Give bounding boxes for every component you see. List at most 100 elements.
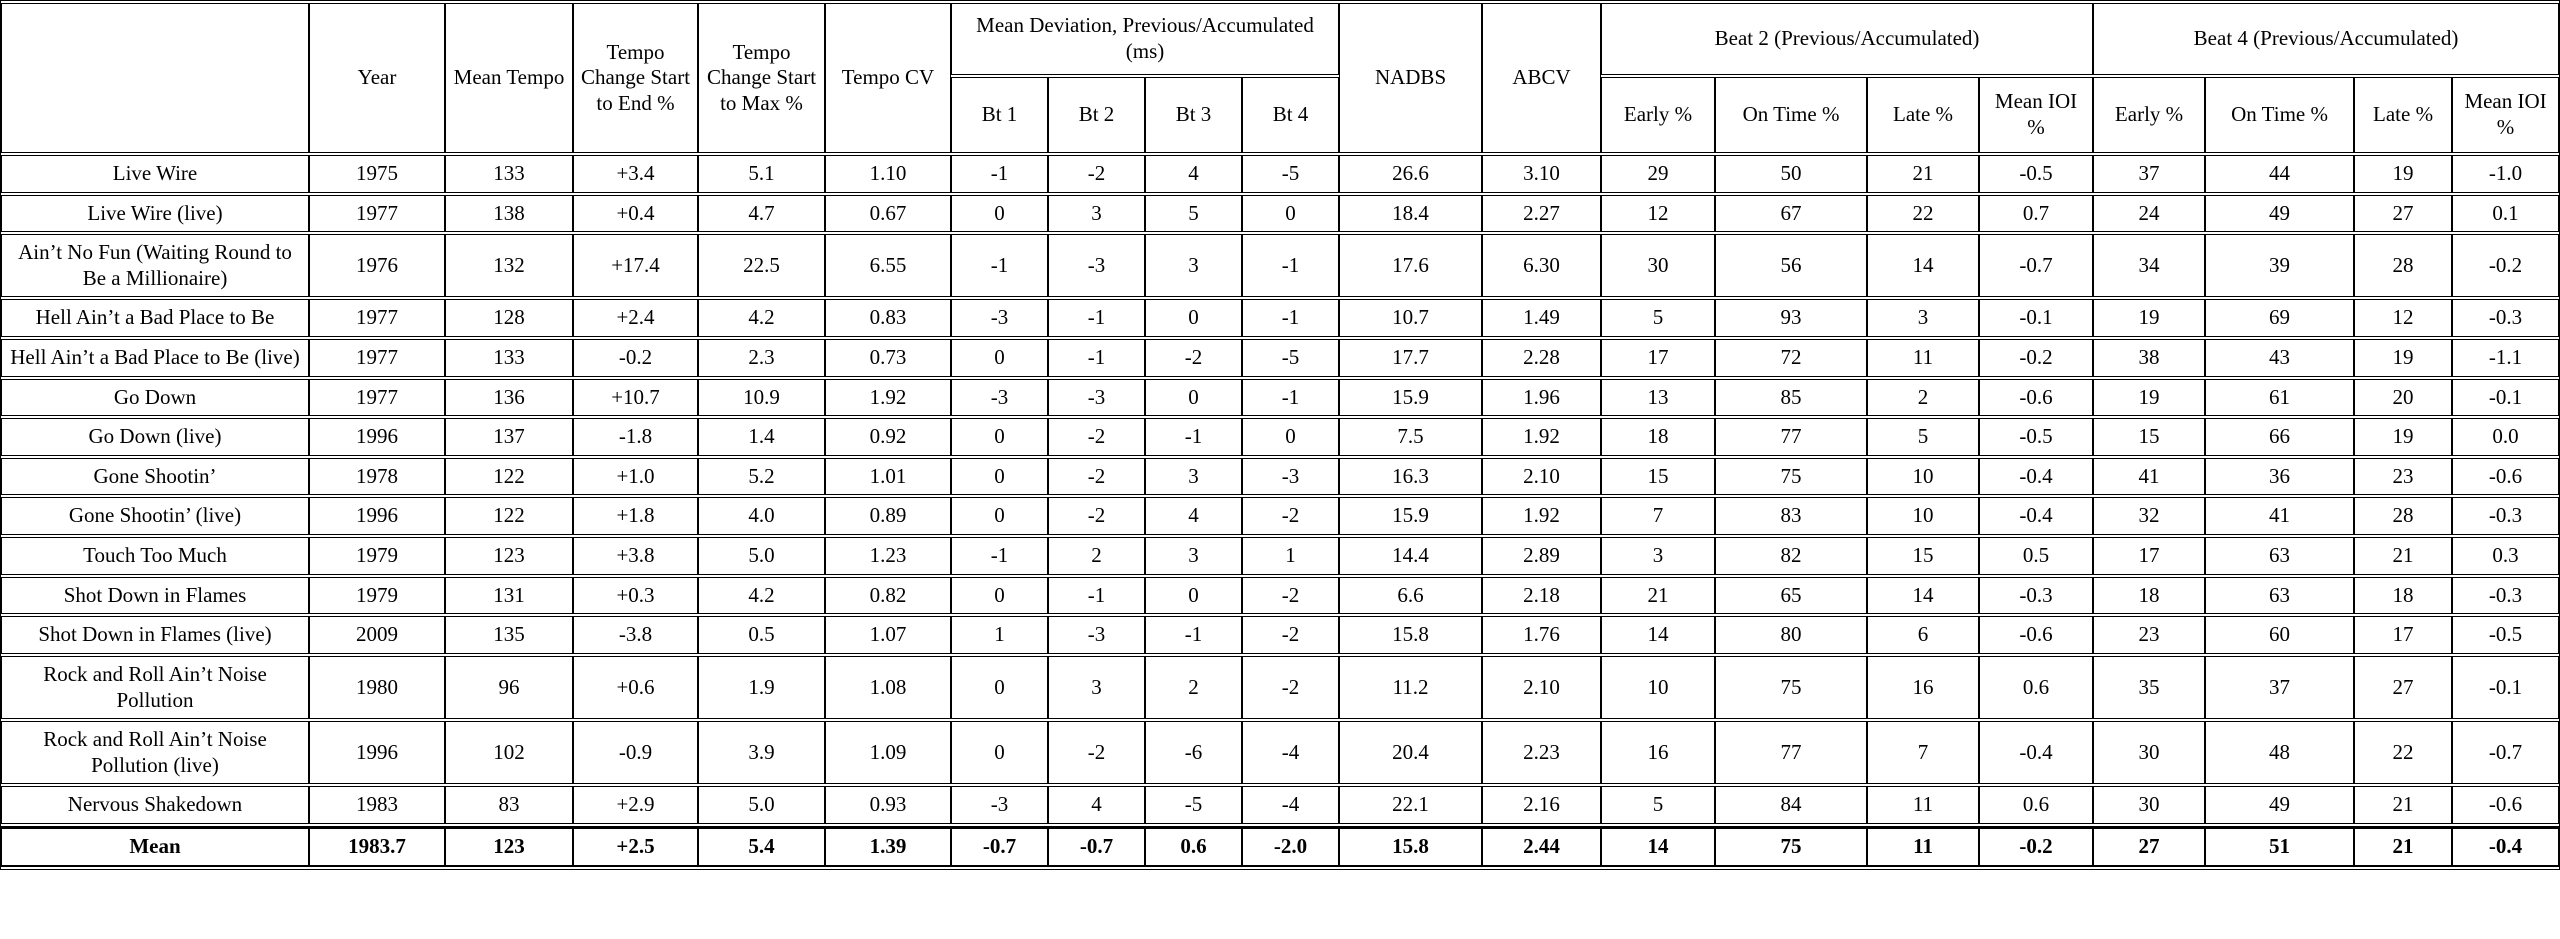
value-cell: 1.96 (1482, 378, 1602, 417)
value-cell: 14 (1601, 616, 1716, 654)
value-cell: 16 (1601, 721, 1716, 785)
value-cell: 0 (951, 194, 1048, 233)
value-cell: 128 (445, 299, 573, 338)
value-cell: -3 (1048, 378, 1145, 417)
value-cell: -1 (951, 155, 1048, 193)
value-cell: 2.28 (1482, 339, 1602, 377)
value-cell: 3 (1048, 655, 1145, 720)
value-cell: 21 (1867, 155, 1980, 193)
value-cell: 2009 (309, 616, 445, 654)
value-cell: 1.01 (825, 457, 951, 496)
value-cell: -0.3 (2452, 299, 2560, 338)
value-cell: -0.3 (2452, 576, 2560, 615)
col-header-beat4-early: Early % (2093, 77, 2206, 153)
col-header-abcv: ABCV (1482, 3, 1602, 153)
value-cell: -2 (1145, 339, 1242, 377)
value-cell: 14 (1867, 576, 1980, 615)
value-cell: 5 (1601, 786, 1716, 824)
value-cell: 84 (1715, 786, 1868, 824)
col-header-bt3: Bt 3 (1145, 77, 1242, 153)
value-cell: 60 (2205, 616, 2355, 654)
value-cell: -1.1 (2452, 339, 2560, 377)
value-cell: 51 (2205, 825, 2355, 867)
value-cell: -1 (1048, 576, 1145, 615)
value-cell: 37 (2205, 655, 2355, 720)
value-cell: 13 (1601, 378, 1716, 417)
value-cell: -1 (1048, 339, 1145, 377)
value-cell: 133 (445, 155, 573, 193)
value-cell: 50 (1715, 155, 1868, 193)
value-cell: 123 (445, 537, 573, 575)
value-cell: -0.5 (1979, 155, 2094, 193)
value-cell: 19 (2354, 418, 2453, 456)
value-cell: 11 (1867, 825, 1980, 867)
song-title-cell: Gone Shootin’ (live) (1, 497, 309, 536)
value-cell: 29 (1601, 155, 1716, 193)
value-cell: 0 (1145, 299, 1242, 338)
value-cell: -2 (1048, 457, 1145, 496)
value-cell: 3 (1145, 234, 1242, 298)
table-row: Gone Shootin’ 1978 122 +1.0 5.2 1.01 0 -2 3 -3 16.… (1, 457, 2560, 496)
value-cell: -0.6 (2452, 786, 2560, 824)
value-cell: 19 (2093, 378, 2206, 417)
value-cell: +1.8 (573, 497, 698, 536)
value-cell: -0.4 (1979, 457, 2094, 496)
value-cell: 27 (2093, 825, 2206, 867)
value-cell: 65 (1715, 576, 1868, 615)
value-cell: 14 (1601, 825, 1716, 867)
col-header-beat2-early: Early % (1601, 77, 1716, 153)
value-cell: 6.55 (825, 234, 951, 298)
value-cell: 5 (1145, 194, 1242, 233)
value-cell: 0.6 (1145, 825, 1242, 867)
value-cell: 0.89 (825, 497, 951, 536)
value-cell: +0.4 (573, 194, 698, 233)
value-cell: -0.4 (1979, 721, 2094, 785)
col-header-beat2-late: Late % (1867, 77, 1980, 153)
value-cell: 69 (2205, 299, 2355, 338)
value-cell: +2.9 (573, 786, 698, 824)
value-cell: 4.2 (698, 299, 825, 338)
value-cell: 0.7 (1979, 194, 2094, 233)
col-header-bt4: Bt 4 (1242, 77, 1340, 153)
value-cell: +10.7 (573, 378, 698, 417)
table-row: Touch Too Much 1979 123 +3.8 5.0 1.23 -1 2 3 1 14.… (1, 537, 2560, 575)
value-cell: 0.1 (2452, 194, 2560, 233)
value-cell: 123 (445, 825, 573, 867)
value-cell: 1.23 (825, 537, 951, 575)
table-row: Shot Down in Flames (live) 2009 135 -3.8 0.5… (1, 616, 2560, 654)
value-cell: 3.10 (1482, 155, 1602, 193)
value-cell: 16.3 (1339, 457, 1483, 496)
value-cell: 5.4 (698, 825, 825, 867)
table-row: Ain’t No Fun (Waiting Round to Be a Mill… (1, 234, 2560, 298)
value-cell: 0 (1242, 194, 1340, 233)
value-cell: 96 (445, 655, 573, 720)
value-cell: 1977 (309, 339, 445, 377)
results-table: Year Mean Tempo Tempo Change Start to En… (0, 0, 2560, 870)
value-cell: 1.08 (825, 655, 951, 720)
value-cell: 6 (1867, 616, 1980, 654)
value-cell: -1.0 (2452, 155, 2560, 193)
value-cell: 0.3 (2452, 537, 2560, 575)
value-cell: 1 (951, 616, 1048, 654)
value-cell: -3 (1048, 234, 1145, 298)
col-header-beat4-late: Late % (2354, 77, 2453, 153)
value-cell: 1.09 (825, 721, 951, 785)
value-cell: 1976 (309, 234, 445, 298)
value-cell: 1980 (309, 655, 445, 720)
value-cell: 0 (1145, 378, 1242, 417)
value-cell: 22 (1867, 194, 1980, 233)
corner-cell (1, 3, 309, 153)
value-cell: 1979 (309, 576, 445, 615)
value-cell: 24 (2093, 194, 2206, 233)
value-cell: 1977 (309, 299, 445, 338)
value-cell: 1983 (309, 786, 445, 824)
value-cell: 1.39 (825, 825, 951, 867)
song-title-cell: Nervous Shakedown (1, 786, 309, 824)
value-cell: -1 (951, 234, 1048, 298)
value-cell: +2.5 (573, 825, 698, 867)
table-row: Gone Shootin’ (live) 1996 122 +1.8 4.0 0.89 0-… (1, 497, 2560, 536)
value-cell: 72 (1715, 339, 1868, 377)
value-cell: 28 (2354, 497, 2453, 536)
value-cell: 0.92 (825, 418, 951, 456)
value-cell: 15 (2093, 418, 2206, 456)
